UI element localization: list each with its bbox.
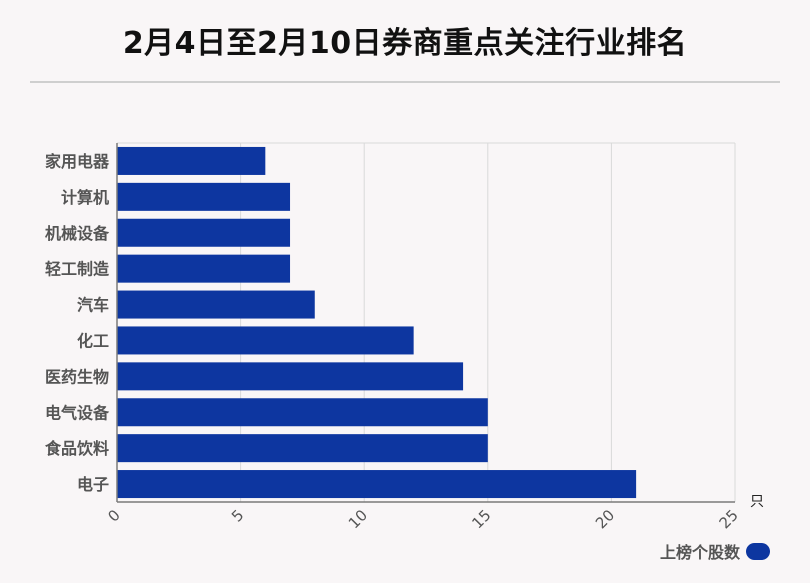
bar-2 [117, 218, 291, 247]
category-label: 医药生物 [45, 367, 109, 386]
bar-3 [117, 254, 291, 283]
category-label: 食品饮料 [44, 439, 109, 458]
bar-9 [117, 470, 637, 499]
chart-title: 2月4日至2月10日券商重点关注行业排名 [122, 26, 688, 61]
x-tick-label: 15 [468, 506, 494, 532]
category-label: 电气设备 [45, 403, 110, 422]
category-label: 化工 [77, 331, 109, 350]
x-tick-label: 0 [104, 506, 123, 525]
bar-6 [117, 362, 464, 391]
x-unit-label: 只 [750, 494, 764, 510]
category-label: 电子 [77, 475, 109, 494]
x-tick-label: 25 [716, 506, 742, 532]
bar-8 [117, 434, 488, 463]
title-divider [30, 81, 780, 83]
category-label: 轻工制造 [45, 260, 110, 279]
category-label: 家用电器 [45, 152, 110, 171]
legend[interactable]: 上榜个股数 [660, 539, 770, 563]
bar-0 [117, 146, 266, 175]
bar-4 [117, 290, 315, 319]
category-label: 汽车 [77, 296, 109, 315]
x-tick-label: 20 [592, 506, 618, 532]
legend-swatch [746, 542, 770, 560]
bar-5 [117, 326, 414, 355]
x-tick-label: 10 [345, 506, 371, 532]
category-label: 机械设备 [45, 224, 110, 243]
bar-1 [117, 182, 291, 211]
legend-label: 上榜个股数 [659, 543, 740, 562]
category-label: 计算机 [61, 188, 109, 207]
bar-7 [117, 398, 488, 427]
x-tick-label: 5 [228, 506, 247, 525]
